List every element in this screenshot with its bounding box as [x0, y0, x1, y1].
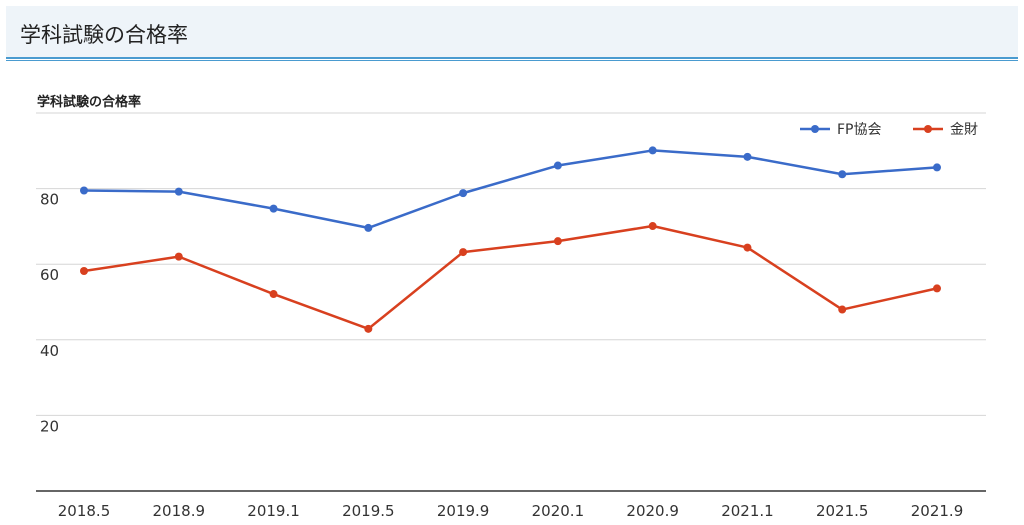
data-point: [838, 305, 847, 314]
data-point: [553, 237, 562, 246]
y-tick-label: 20: [40, 417, 59, 435]
data-point: [933, 284, 941, 293]
data-point: [933, 163, 941, 172]
data-point: [364, 223, 373, 232]
series-line: [83, 224, 938, 331]
data-point: [648, 222, 657, 231]
x-tick-label: 2021.9: [911, 502, 964, 520]
data-point: [459, 189, 468, 198]
data-point: [743, 152, 752, 161]
x-tick-label: 2019.9: [437, 502, 490, 520]
data-point: [174, 187, 183, 196]
data-point: [269, 290, 278, 299]
data-point: [648, 146, 657, 155]
data-point: [80, 267, 88, 276]
legend-swatch-dot: [924, 125, 932, 133]
legend-swatch-dot: [811, 125, 819, 133]
page-title: 学科試験の合格率: [20, 23, 188, 47]
data-point: [838, 170, 847, 179]
x-tick-label: 2021.5: [816, 502, 869, 520]
x-tick-label: 2018.9: [153, 502, 206, 520]
legend-label: 金財: [950, 122, 978, 138]
x-tick-label: 2019.1: [247, 502, 300, 520]
x-tick-label: 2021.1: [721, 502, 774, 520]
chart-title: 学科試験の合格率: [37, 95, 142, 110]
y-tick-label: 60: [40, 266, 59, 284]
data-point: [743, 243, 752, 252]
series-line: [83, 149, 938, 230]
header-divider-thin: [6, 60, 1018, 61]
legend-label: FP協会: [837, 122, 882, 138]
data-point: [553, 161, 562, 170]
x-tick-label: 2019.5: [342, 502, 395, 520]
data-point: [459, 248, 468, 257]
y-tick-label: 80: [40, 191, 59, 209]
x-tick-label: 2020.9: [626, 502, 679, 520]
data-point: [364, 324, 373, 333]
header-divider: [6, 57, 1018, 59]
data-point: [80, 186, 88, 195]
y-tick-label: 40: [40, 342, 59, 360]
data-point: [269, 204, 278, 213]
data-point: [174, 252, 183, 261]
x-tick-label: 2020.1: [532, 502, 585, 520]
page-header: 学科試験の合格率: [6, 6, 1018, 58]
x-tick-label: 2018.5: [58, 502, 111, 520]
